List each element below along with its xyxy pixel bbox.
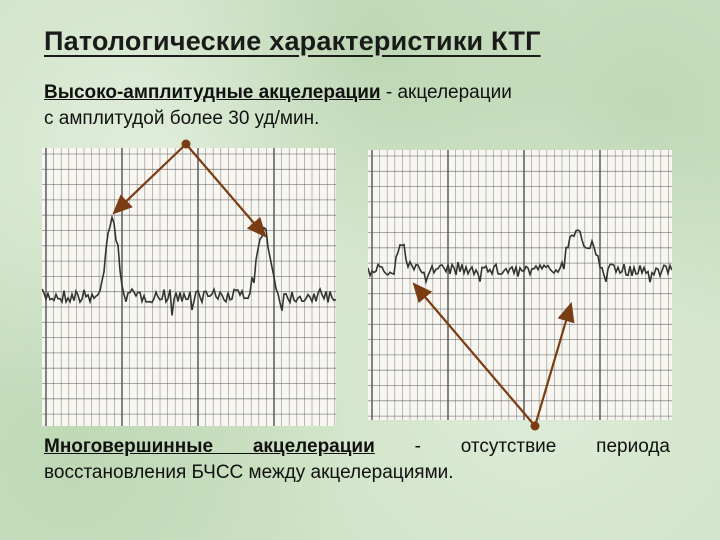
ctg-strip-left — [42, 148, 336, 426]
bottom-text: Многовершинные акцелерации - отсутствие … — [44, 434, 670, 486]
fhr-trace-line — [42, 214, 336, 316]
ctg-grid — [42, 148, 336, 426]
arrow-origin-dot — [530, 421, 540, 431]
ctg-grid — [368, 150, 672, 420]
bottom-rest: - отсутствие периода восстановления БЧСС… — [44, 436, 670, 483]
subtitle-rest-line2: с амплитудой более 30 уд/мин. — [44, 108, 320, 129]
subtitle-rest-line1: - акцелерации — [380, 82, 512, 103]
bottom-term: Многовершинные акцелерации — [44, 436, 375, 457]
fhr-trace-line — [368, 229, 672, 285]
ctg-trace-left — [42, 148, 336, 426]
subtitle-text: Высоко-амплитудные акцелерации - акцелер… — [44, 80, 684, 132]
subtitle-term: Высоко-амплитудные акцелерации — [44, 82, 381, 103]
slide-title: Патологические характеристики КТГ — [44, 26, 541, 56]
ctg-strip-right — [368, 150, 672, 420]
ctg-trace-right — [368, 150, 672, 420]
